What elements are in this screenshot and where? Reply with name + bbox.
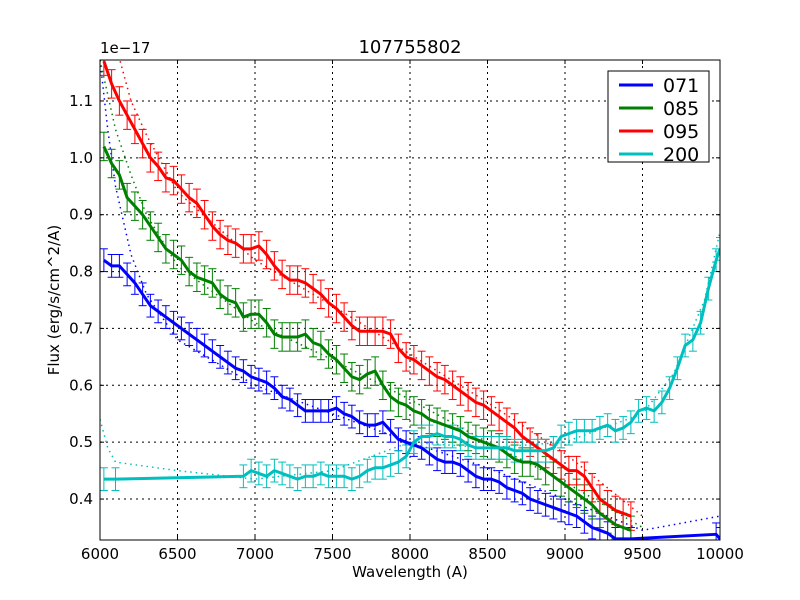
series-line-071 xyxy=(102,258,720,540)
y-axis-label: Flux (erg/s/cm^2/A) xyxy=(45,225,63,376)
legend-label-071: 071 xyxy=(663,75,699,97)
y-tick-label: 0.9 xyxy=(69,206,93,224)
x-tick-label: 6500 xyxy=(158,545,196,563)
plot-area: 6000 6500 7000 7500 8000 8500 9000 9500 10000 0.4… xyxy=(69,59,744,563)
y-tick-label: 1.0 xyxy=(69,149,93,167)
legend-label-200: 200 xyxy=(663,144,699,166)
legend-label-095: 095 xyxy=(663,121,699,143)
x-tick-label: 7000 xyxy=(236,545,274,563)
chart-title: 107755802 xyxy=(358,37,461,58)
x-tick-label: 8500 xyxy=(468,545,506,563)
x-tick-label: 9000 xyxy=(546,545,584,563)
y-tick-label: 0.8 xyxy=(69,263,93,281)
x-tick-label: 10000 xyxy=(696,545,744,563)
legend-label-085: 085 xyxy=(663,98,699,120)
x-tick-label: 7500 xyxy=(313,545,351,563)
y-offset-label: 1e−17 xyxy=(100,39,150,57)
y-tick-label: 0.6 xyxy=(69,376,93,394)
data-lines xyxy=(102,60,720,540)
axis-ticks: 6000 6500 7000 7500 8000 8500 9000 9500 10000 0.4… xyxy=(69,60,744,563)
y-tick-label: 0.4 xyxy=(69,490,93,508)
x-tick-label: 9500 xyxy=(623,545,661,563)
y-tick-label: 1.1 xyxy=(69,92,93,110)
x-tick-label: 6000 xyxy=(81,545,119,563)
y-tick-label: 0.5 xyxy=(69,433,93,451)
series-line-085 xyxy=(102,145,632,532)
x-axis-label: Wavelength (A) xyxy=(352,563,468,581)
x-tick-label: 8000 xyxy=(391,545,429,563)
y-tick-label: 0.7 xyxy=(69,319,93,337)
series-line-200 xyxy=(103,248,720,481)
model-curve-095 xyxy=(119,60,643,517)
